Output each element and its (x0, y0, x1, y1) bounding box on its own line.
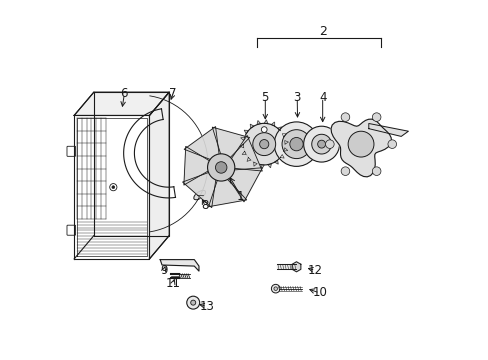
Polygon shape (260, 165, 264, 168)
Circle shape (274, 122, 318, 166)
Polygon shape (264, 120, 267, 123)
Text: 3: 3 (293, 91, 300, 104)
Circle shape (311, 134, 331, 154)
Text: 7: 7 (169, 87, 176, 100)
Circle shape (303, 126, 339, 162)
Text: 1: 1 (237, 190, 244, 203)
Circle shape (215, 162, 226, 173)
Circle shape (273, 287, 277, 291)
Polygon shape (240, 144, 243, 148)
Polygon shape (291, 262, 300, 272)
Circle shape (341, 113, 349, 121)
Circle shape (325, 140, 333, 148)
Circle shape (341, 167, 349, 175)
Circle shape (282, 130, 310, 159)
Polygon shape (244, 130, 248, 134)
Text: 8: 8 (201, 199, 208, 212)
Polygon shape (226, 168, 262, 202)
Polygon shape (183, 147, 213, 185)
Text: 9: 9 (160, 264, 167, 277)
Circle shape (371, 113, 380, 121)
Polygon shape (284, 140, 288, 144)
Text: 5: 5 (261, 91, 268, 104)
Circle shape (207, 154, 234, 181)
Polygon shape (74, 92, 169, 116)
Circle shape (261, 127, 266, 132)
Circle shape (347, 131, 373, 157)
Circle shape (252, 133, 275, 156)
Circle shape (371, 167, 380, 175)
Text: 12: 12 (307, 264, 323, 277)
Circle shape (317, 140, 325, 148)
Polygon shape (277, 127, 281, 131)
Circle shape (289, 138, 303, 151)
Polygon shape (271, 122, 274, 126)
Circle shape (186, 296, 199, 309)
Polygon shape (184, 127, 219, 161)
Circle shape (271, 284, 280, 293)
Polygon shape (368, 123, 407, 136)
Polygon shape (276, 264, 296, 269)
Polygon shape (182, 171, 216, 208)
Text: 10: 10 (312, 287, 326, 300)
Polygon shape (240, 137, 244, 140)
Text: 2: 2 (319, 25, 326, 38)
Polygon shape (282, 134, 286, 137)
Polygon shape (208, 176, 246, 207)
Circle shape (243, 123, 285, 165)
Polygon shape (283, 148, 287, 151)
Polygon shape (228, 135, 262, 171)
Polygon shape (253, 162, 257, 166)
Polygon shape (242, 151, 245, 154)
Text: 4: 4 (318, 91, 326, 104)
Text: 13: 13 (199, 300, 214, 313)
Polygon shape (267, 164, 271, 168)
Circle shape (259, 140, 268, 149)
Polygon shape (274, 160, 278, 164)
Circle shape (387, 140, 396, 148)
Polygon shape (246, 158, 250, 161)
Polygon shape (149, 92, 169, 259)
Ellipse shape (193, 190, 205, 200)
Polygon shape (280, 154, 284, 158)
Polygon shape (257, 121, 260, 125)
Text: 11: 11 (165, 278, 180, 291)
Polygon shape (250, 124, 253, 128)
Circle shape (190, 300, 195, 305)
Polygon shape (212, 127, 249, 161)
Polygon shape (330, 119, 391, 177)
Circle shape (112, 186, 115, 189)
Polygon shape (160, 260, 199, 271)
Text: 6: 6 (121, 87, 128, 100)
